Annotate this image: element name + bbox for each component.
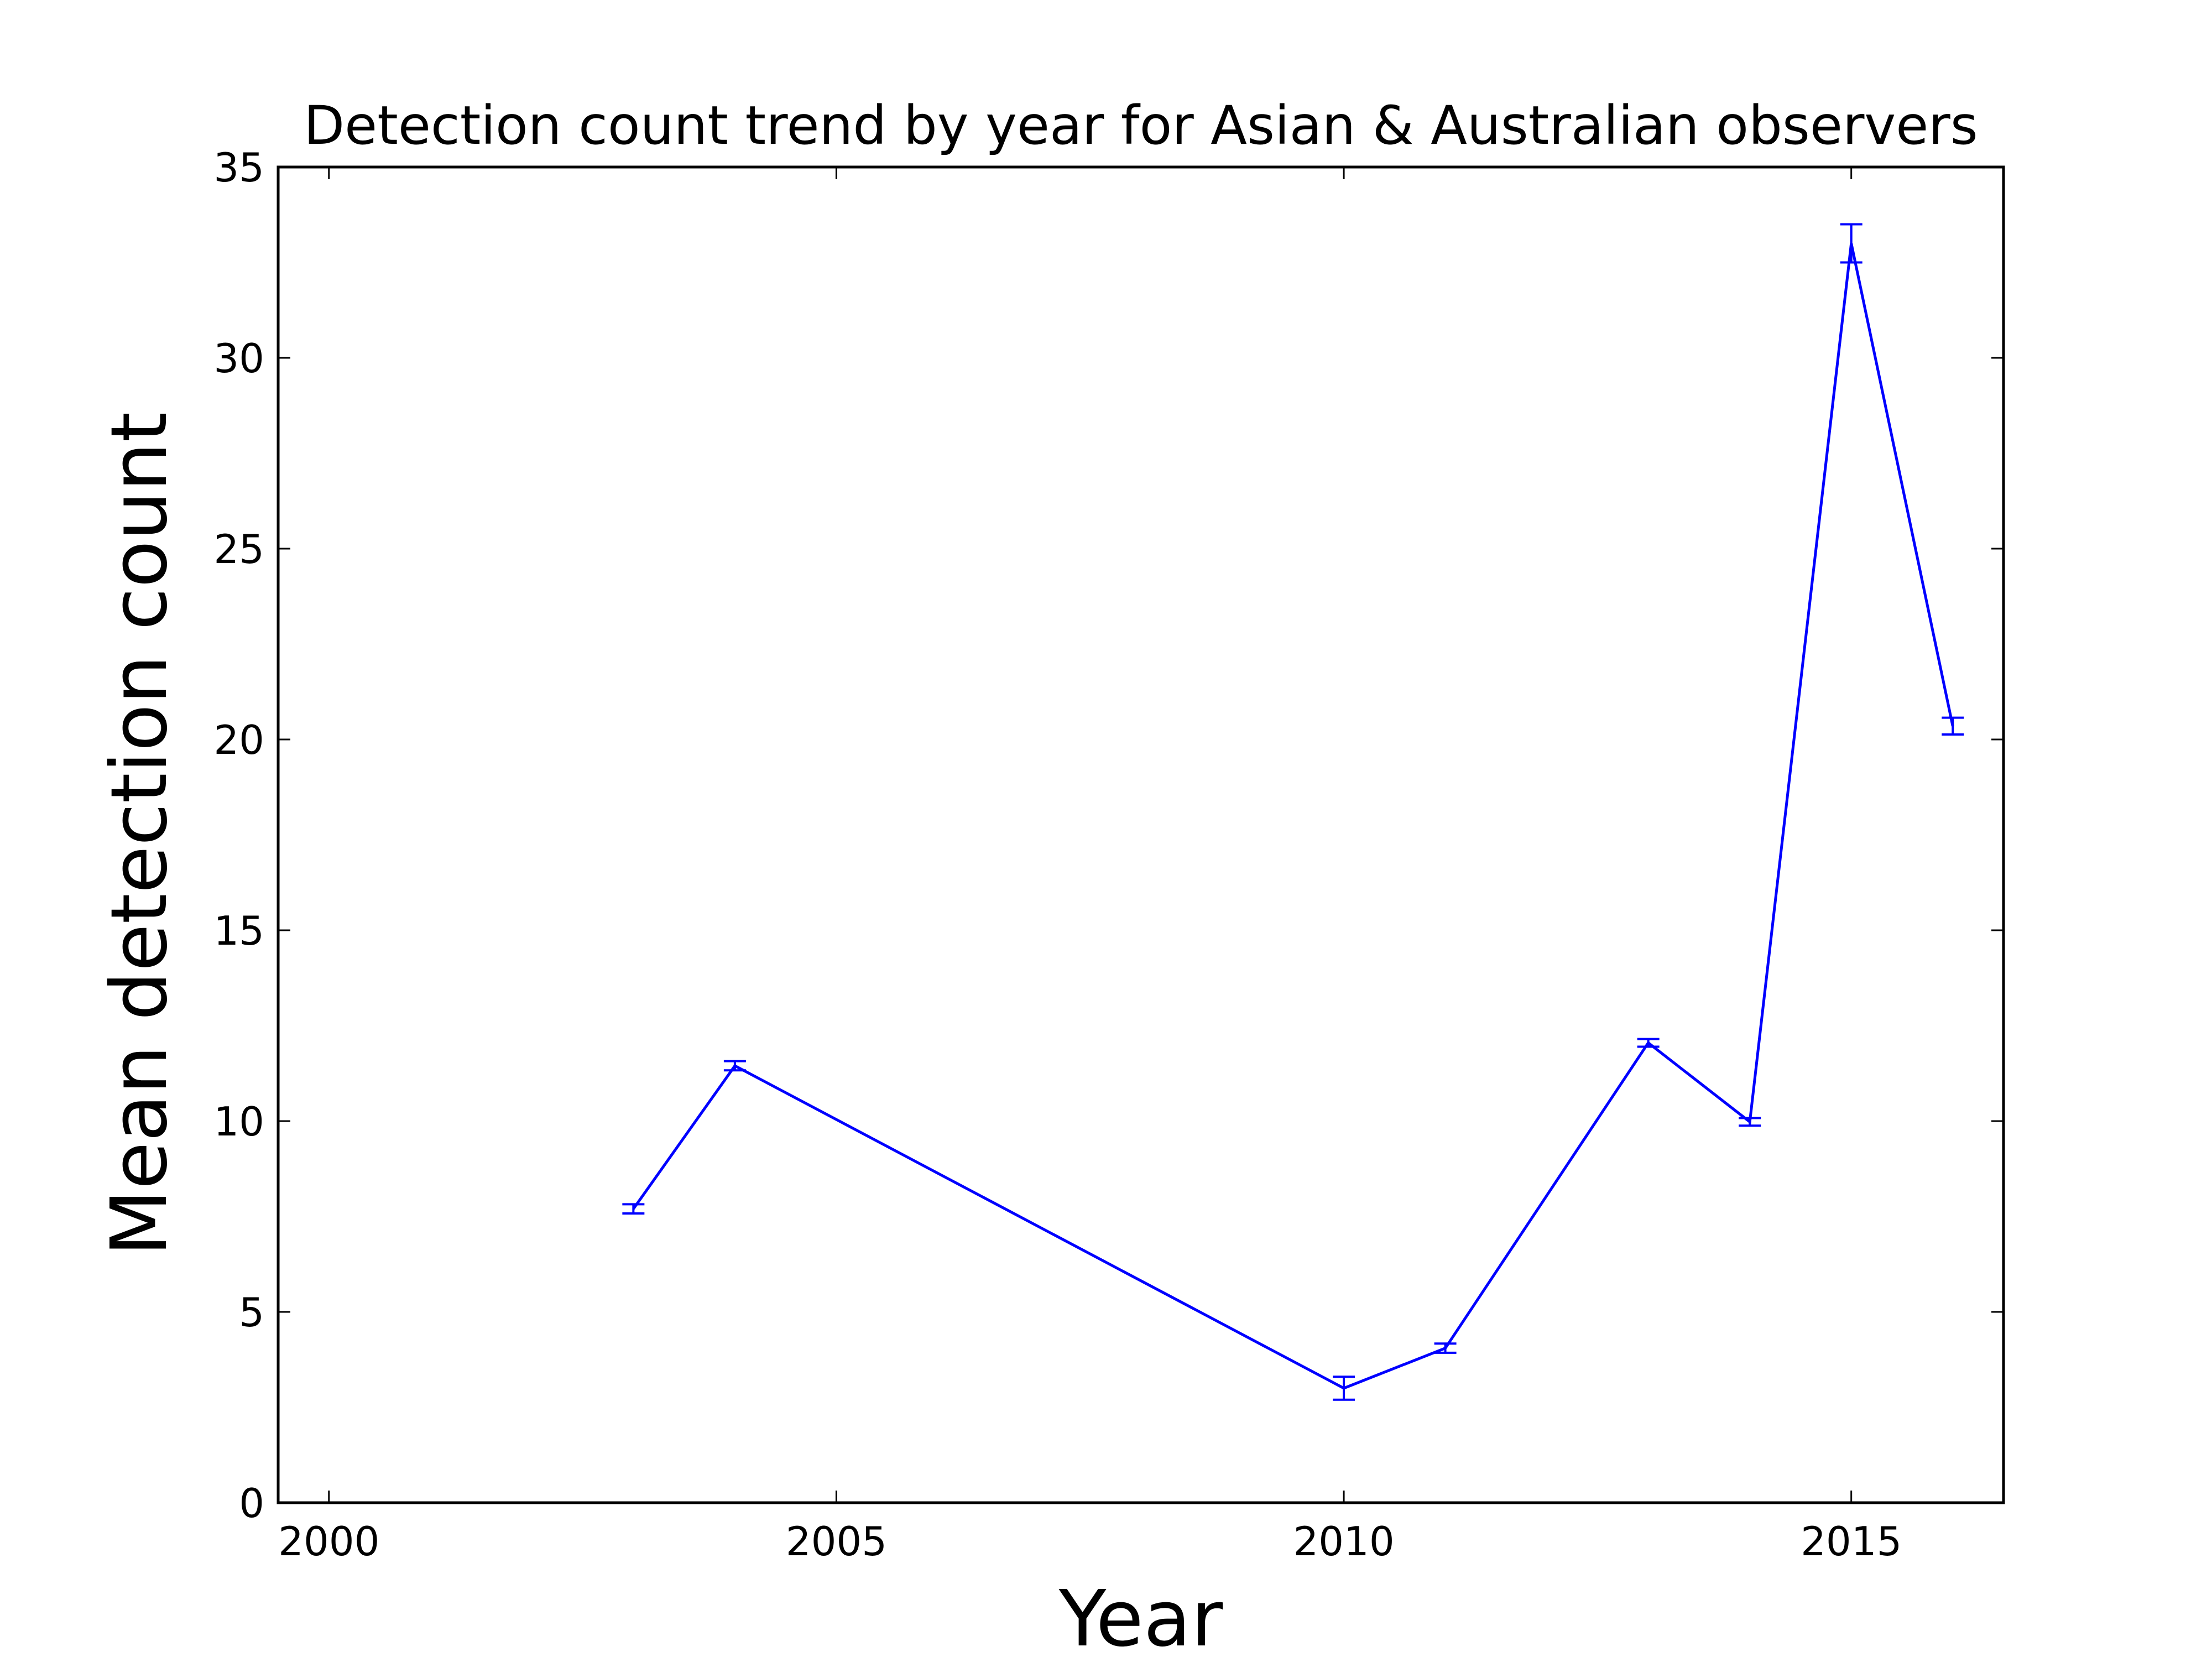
series-layer — [632, 243, 1954, 1390]
y-tick-label: 35 — [213, 144, 264, 191]
y-tick-label: 15 — [213, 908, 264, 954]
x-tick-label: 2010 — [1293, 1518, 1394, 1565]
y-tick-label: 25 — [213, 526, 264, 572]
y-tick-label: 30 — [213, 335, 264, 382]
ticks-layer: 2000 2005 2010 2015 0 5 10 15 20 25 30 35 — [213, 144, 2004, 1565]
x-tick-label: 2015 — [1801, 1518, 1902, 1565]
y-axis-title: Mean detection count — [95, 412, 185, 1257]
errorbars-layer — [622, 223, 1964, 1401]
y-tick-label: 0 — [239, 1480, 264, 1526]
chart-title: Detection count trend by year for Asian … — [304, 95, 1978, 157]
error-bar — [622, 1203, 645, 1215]
plot-frame — [276, 165, 2005, 1504]
x-tick-label: 2005 — [786, 1518, 887, 1565]
series-line — [632, 243, 1954, 1390]
y-tick-label: 10 — [213, 1098, 264, 1145]
y-tick-label: 5 — [239, 1289, 264, 1336]
x-axis-title: Year — [1058, 1574, 1223, 1659]
y-tick-label: 20 — [213, 717, 264, 763]
x-tick-label: 2000 — [278, 1518, 379, 1565]
